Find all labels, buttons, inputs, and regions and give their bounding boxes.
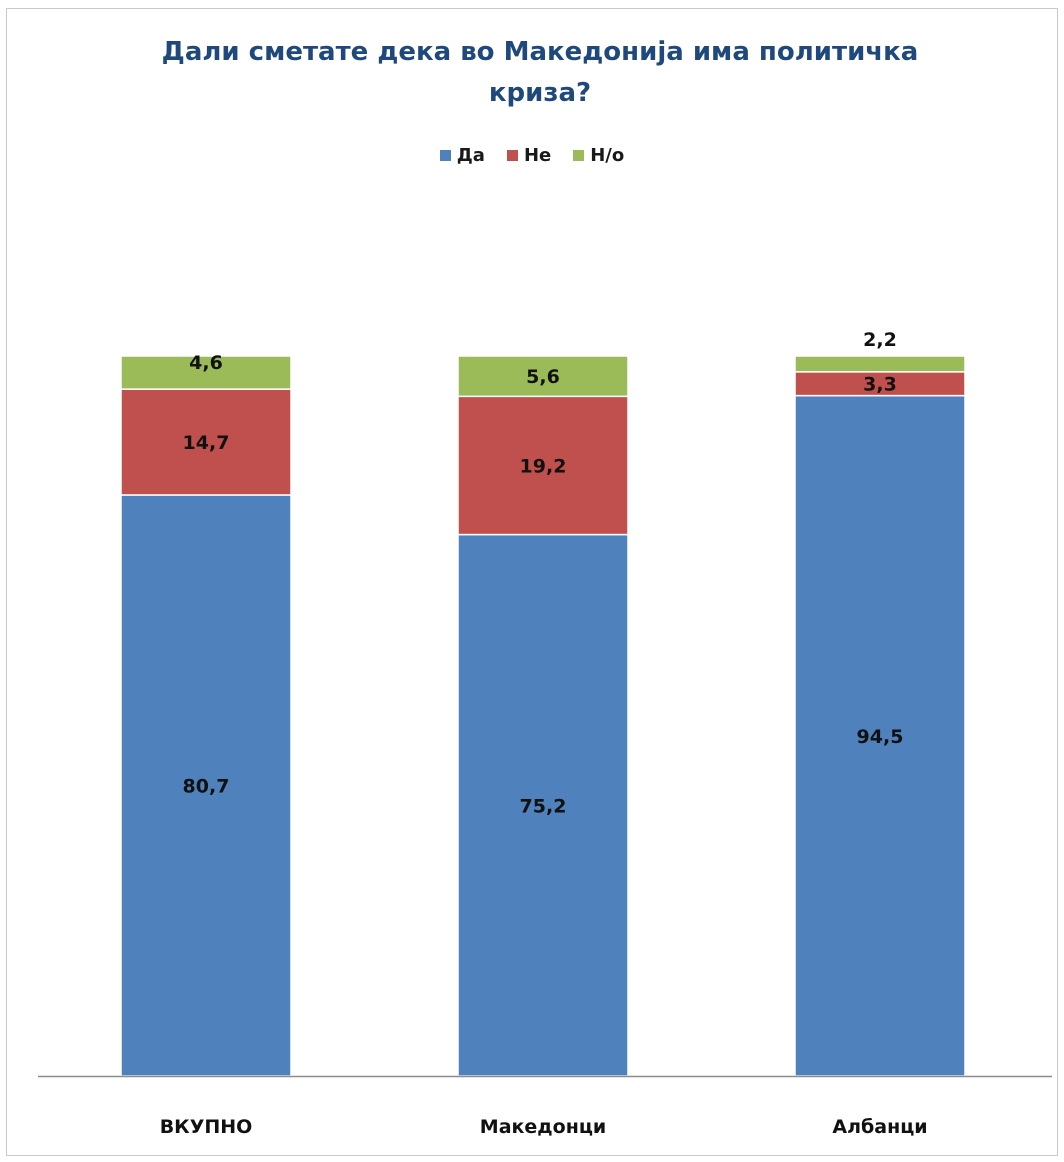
value-label-ne-1: 19,2 [520,455,567,477]
value-label-no-0: 4,6 [189,352,223,374]
chart-title: Дали сметате дека во Македонија има поли… [40,32,1040,114]
bar-no-0 [120,355,292,390]
category-label-0: ВКУПНО [160,1116,253,1138]
chart-title-line-1: Дали сметате дека во Македонија има поли… [161,37,919,67]
bar-no-2 [794,355,966,373]
value-label-da-2: 94,5 [857,726,904,748]
value-label-no-1: 5,6 [526,366,560,388]
category-label-1: Македонци [480,1116,606,1138]
legend-item-ne: Не [506,145,552,166]
category-label-2: Албанци [832,1116,927,1138]
bar-ne-1 [457,395,629,536]
legend-item-da: Да [439,145,485,166]
value-label-ne-2: 3,3 [863,374,897,396]
value-label-ne-0: 14,7 [183,432,230,454]
chart-legend: Да Не Н/о [0,145,1064,166]
value-label-da-1: 75,2 [520,795,567,817]
value-label-no-2: 2,2 [863,329,897,351]
legend-label-ne: Не [523,145,552,166]
value-label-da-0: 80,7 [183,775,230,797]
bar-no-1 [457,355,629,398]
chart-title-line-2: криза? [488,78,592,108]
bar-da-0 [120,494,292,1077]
legend-label-da: Да [456,145,485,166]
legend-swatch-da [439,150,451,161]
legend-item-no: Н/о [573,145,624,166]
bar-da-1 [457,533,629,1077]
legend-swatch-ne [506,150,518,161]
legend-label-no: Н/о [590,145,625,166]
legend-swatch-no [573,150,585,161]
bar-da-2 [794,394,966,1077]
